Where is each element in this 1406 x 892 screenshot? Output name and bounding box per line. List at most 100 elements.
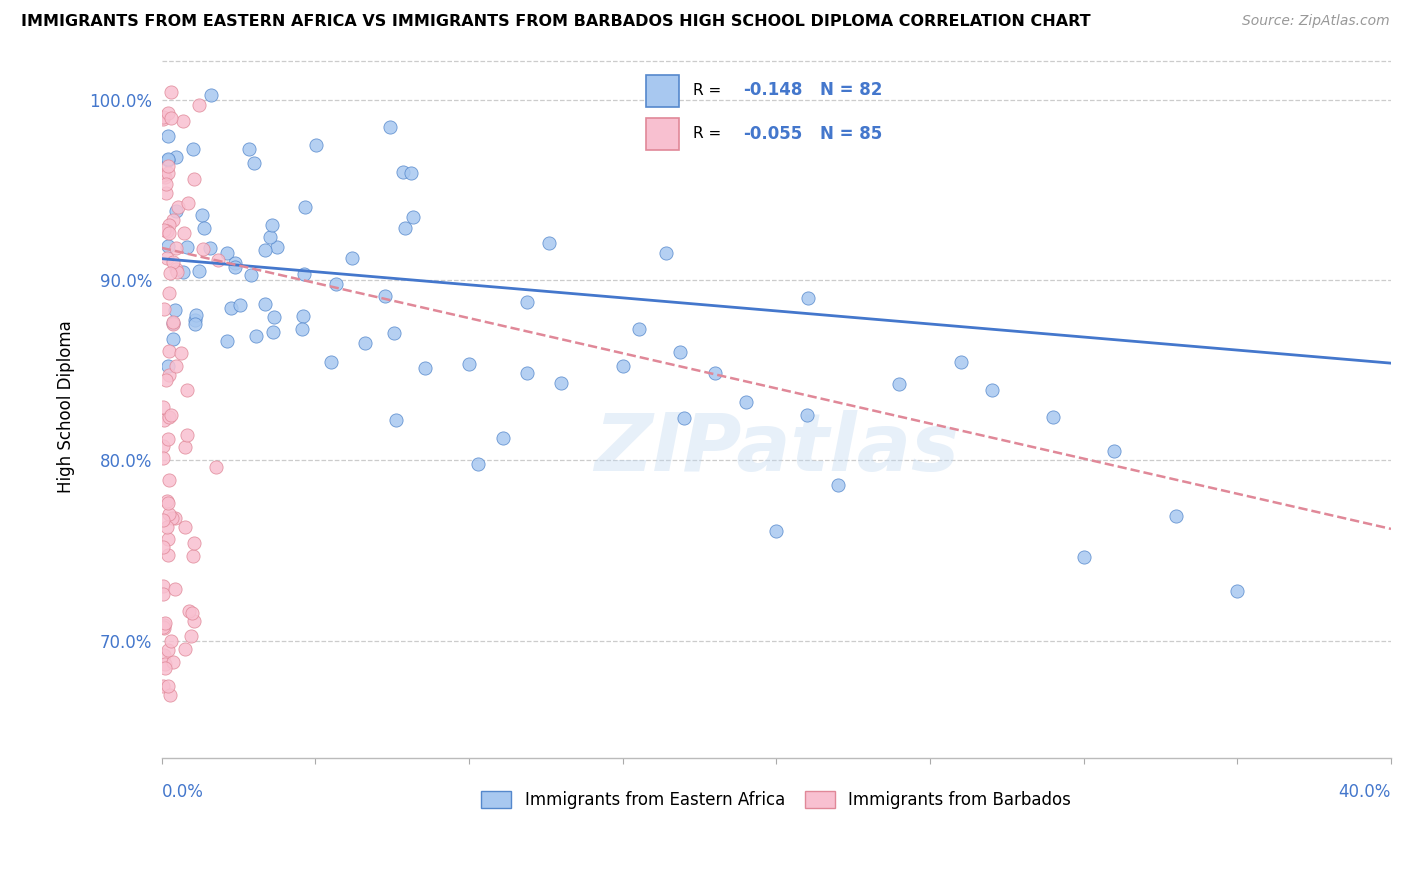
Point xyxy=(177,196,200,211)
Y-axis label: High School Diploma: High School Diploma xyxy=(58,320,75,492)
Point xyxy=(703,366,725,380)
Point xyxy=(627,322,650,336)
Point xyxy=(156,532,179,546)
Point xyxy=(796,291,818,305)
Point xyxy=(153,223,176,237)
Point xyxy=(392,165,415,179)
Point xyxy=(340,251,363,265)
Point xyxy=(188,98,211,112)
Point xyxy=(166,265,188,279)
Point xyxy=(827,478,849,492)
Point xyxy=(394,221,416,235)
Point xyxy=(153,413,176,427)
Point xyxy=(152,620,174,634)
Point xyxy=(160,510,183,524)
Point xyxy=(1164,509,1187,524)
Point xyxy=(172,265,194,279)
Point xyxy=(260,218,283,232)
Point xyxy=(949,355,972,369)
Point xyxy=(765,524,787,538)
Point xyxy=(169,346,191,360)
Point xyxy=(157,166,180,180)
Point xyxy=(157,548,180,562)
Point xyxy=(165,150,187,164)
Point xyxy=(153,660,176,674)
Point xyxy=(399,166,422,180)
Point xyxy=(152,513,174,527)
Point xyxy=(176,384,198,398)
Point xyxy=(165,359,187,373)
Point xyxy=(156,251,179,265)
Point xyxy=(669,344,692,359)
Point xyxy=(157,105,180,120)
Point xyxy=(173,520,195,534)
Point xyxy=(160,408,183,422)
Point xyxy=(224,260,246,274)
Point xyxy=(186,308,208,322)
Point xyxy=(156,224,179,238)
Point xyxy=(1226,583,1249,598)
Point xyxy=(153,648,176,662)
Point xyxy=(259,230,281,244)
Point xyxy=(378,120,401,135)
Point xyxy=(162,255,184,269)
Point xyxy=(159,112,181,126)
Point xyxy=(382,326,405,340)
Point xyxy=(155,177,177,191)
Point xyxy=(152,540,174,554)
Point xyxy=(325,277,347,291)
Point xyxy=(291,322,314,336)
Point xyxy=(200,88,222,103)
Point xyxy=(157,368,180,383)
Point xyxy=(177,604,200,618)
Point xyxy=(152,401,174,415)
Point xyxy=(183,615,205,629)
Point xyxy=(198,241,221,255)
Text: 0.0%: 0.0% xyxy=(162,782,204,800)
Point xyxy=(162,317,184,331)
Point xyxy=(155,657,177,671)
Point xyxy=(173,440,195,454)
Point xyxy=(183,171,205,186)
Point xyxy=(153,301,176,316)
Point xyxy=(183,312,205,326)
Point xyxy=(181,142,204,156)
Point xyxy=(224,256,246,270)
Point xyxy=(162,333,184,347)
Point xyxy=(157,508,180,522)
Point xyxy=(253,243,276,257)
Point xyxy=(155,373,177,387)
Point xyxy=(156,642,179,657)
Point xyxy=(152,451,174,466)
Point xyxy=(166,200,188,214)
Point xyxy=(153,169,176,184)
Point xyxy=(152,112,174,127)
Point xyxy=(152,679,174,693)
Point xyxy=(1073,549,1095,564)
Point xyxy=(180,629,202,643)
Point xyxy=(156,494,179,508)
Point xyxy=(240,268,263,282)
Point xyxy=(160,633,183,648)
Point xyxy=(243,156,266,170)
Point xyxy=(796,408,818,422)
Point xyxy=(187,263,209,277)
Point xyxy=(156,239,179,253)
Point xyxy=(159,218,181,232)
Point xyxy=(305,138,328,153)
Point xyxy=(207,253,229,268)
Point xyxy=(165,302,187,317)
Point xyxy=(162,316,184,330)
Point xyxy=(157,343,180,358)
Point xyxy=(157,226,180,240)
Point xyxy=(612,359,634,373)
Point xyxy=(153,615,176,630)
Point xyxy=(266,239,288,253)
Point xyxy=(229,298,252,312)
Point xyxy=(238,142,260,156)
Point xyxy=(319,355,342,369)
Point xyxy=(163,582,186,596)
Point xyxy=(1042,409,1064,424)
Point xyxy=(253,296,276,310)
Point xyxy=(162,655,184,669)
